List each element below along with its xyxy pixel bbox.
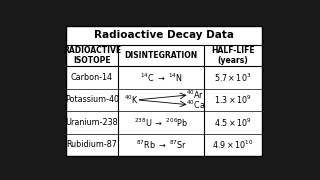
Text: $^{40}$Ar: $^{40}$Ar (186, 89, 204, 101)
Text: $^{87}$Rb $\rightarrow$ $^{87}$Sr: $^{87}$Rb $\rightarrow$ $^{87}$Sr (136, 139, 187, 151)
Text: Carbon-14: Carbon-14 (71, 73, 113, 82)
Text: RADIOACTIVE
ISOTOPE: RADIOACTIVE ISOTOPE (63, 46, 121, 65)
Text: Radioactive Decay Data: Radioactive Decay Data (94, 30, 234, 40)
Text: $^{40}$K: $^{40}$K (124, 94, 139, 106)
FancyBboxPatch shape (66, 26, 262, 156)
Text: Uranium-238: Uranium-238 (66, 118, 118, 127)
Text: $4.9 \times 10^{10}$: $4.9 \times 10^{10}$ (212, 139, 254, 151)
Text: $1.3 \times 10^{9}$: $1.3 \times 10^{9}$ (214, 94, 252, 106)
Text: HALF-LIFE
(years): HALF-LIFE (years) (211, 46, 255, 65)
Text: $5.7 \times 10^{3}$: $5.7 \times 10^{3}$ (214, 71, 252, 84)
Text: $^{14}$C $\rightarrow$ $^{14}$N: $^{14}$C $\rightarrow$ $^{14}$N (140, 71, 182, 84)
Text: $^{238}$U $\rightarrow$ $^{206}$Pb: $^{238}$U $\rightarrow$ $^{206}$Pb (134, 116, 188, 129)
Text: DISINTEGRATION: DISINTEGRATION (124, 51, 198, 60)
Text: Rubidium-87: Rubidium-87 (67, 140, 117, 149)
Text: $4.5 \times 10^{9}$: $4.5 \times 10^{9}$ (214, 116, 252, 129)
Text: Potassium-40: Potassium-40 (65, 95, 119, 104)
Text: $^{40}$Ca: $^{40}$Ca (186, 99, 205, 111)
